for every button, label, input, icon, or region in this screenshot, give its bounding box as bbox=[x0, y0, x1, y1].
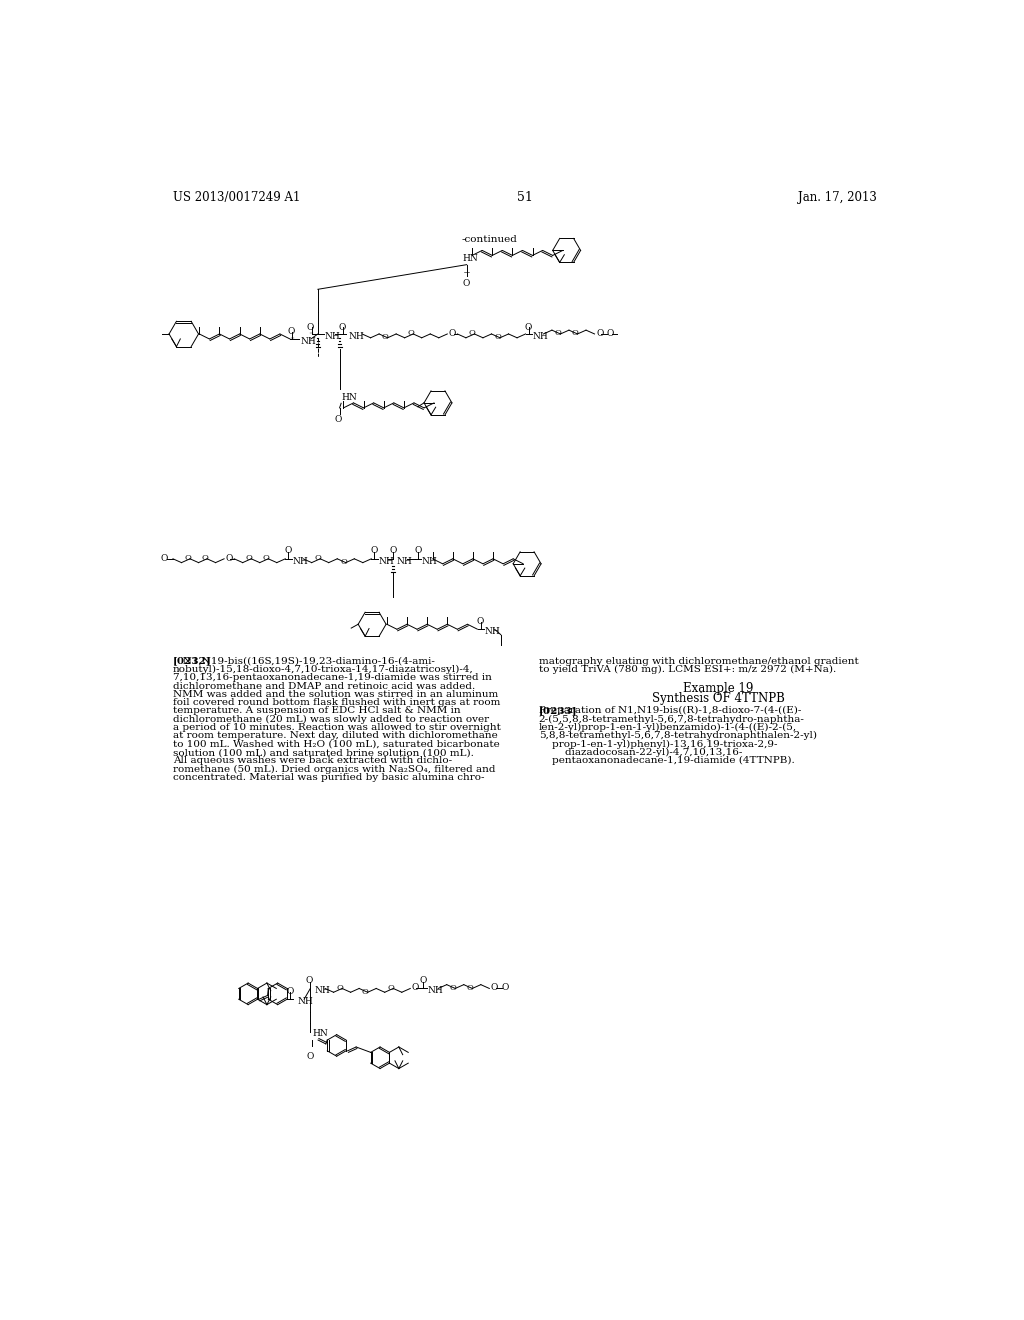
Text: O: O bbox=[246, 554, 252, 562]
Text: solution (100 mL) and saturated brine solution (100 mL).: solution (100 mL) and saturated brine so… bbox=[173, 748, 474, 758]
Text: O: O bbox=[371, 546, 378, 556]
Text: NH: NH bbox=[484, 627, 501, 636]
Text: at room temperature. Next day, diluted with dichloromethane: at room temperature. Next day, diluted w… bbox=[173, 731, 498, 741]
Text: O: O bbox=[339, 323, 346, 333]
Text: O: O bbox=[420, 977, 427, 985]
Text: O: O bbox=[287, 326, 295, 335]
Text: O: O bbox=[412, 983, 419, 993]
Text: O: O bbox=[306, 323, 313, 333]
Text: O: O bbox=[450, 983, 457, 991]
Text: O: O bbox=[449, 329, 457, 338]
Text: O: O bbox=[477, 616, 484, 626]
Text: O: O bbox=[335, 414, 342, 424]
Text: [0232]: [0232] bbox=[173, 656, 212, 665]
Text: len-2-yl)prop-1-en-1-yl)benzamido)-1-(4-((E)-2-(5,: len-2-yl)prop-1-en-1-yl)benzamido)-1-(4-… bbox=[539, 723, 797, 731]
Text: 5,8,8-tetramethyl-5,6,7,8-tetrahydronaphthalen-2-yl): 5,8,8-tetramethyl-5,6,7,8-tetrahydronaph… bbox=[539, 731, 817, 741]
Text: O: O bbox=[607, 329, 614, 338]
Text: NH: NH bbox=[292, 557, 308, 565]
Text: O: O bbox=[336, 983, 343, 991]
Text: NH: NH bbox=[325, 331, 341, 341]
Text: -continued: -continued bbox=[461, 235, 517, 244]
Text: Preparation of N1,N19-bis((R)-1,8-dioxo-7-(4-((E)-: Preparation of N1,N19-bis((R)-1,8-dioxo-… bbox=[539, 706, 801, 715]
Text: HN: HN bbox=[463, 253, 478, 263]
Text: O: O bbox=[469, 329, 475, 337]
Text: Synthesis OF 4TTNPB: Synthesis OF 4TTNPB bbox=[652, 692, 785, 705]
Text: [0233]: [0233] bbox=[539, 706, 578, 715]
Text: prop-1-en-1-yl)phenyl)-13,16,19-trioxa-2,9-: prop-1-en-1-yl)phenyl)-13,16,19-trioxa-2… bbox=[539, 739, 777, 748]
Text: to 100 mL. Washed with H₂O (100 mL), saturated bicarbonate: to 100 mL. Washed with H₂O (100 mL), sat… bbox=[173, 739, 500, 748]
Text: O: O bbox=[495, 333, 501, 341]
Text: diazadocosan-22-yl)-4,7,10,13,16-: diazadocosan-22-yl)-4,7,10,13,16- bbox=[539, 747, 742, 756]
Text: NH: NH bbox=[422, 557, 437, 565]
Text: O: O bbox=[287, 987, 294, 995]
Text: Example 19: Example 19 bbox=[683, 681, 754, 694]
Text: O: O bbox=[467, 983, 473, 991]
Text: 7,10,13,16-pentaoxanonadecane-1,19-diamide was stirred in: 7,10,13,16-pentaoxanonadecane-1,19-diami… bbox=[173, 673, 492, 682]
Text: NH: NH bbox=[349, 331, 365, 341]
Text: O: O bbox=[361, 987, 369, 995]
Text: NH: NH bbox=[427, 986, 443, 995]
Text: dichloromethane (20 mL) was slowly added to reaction over: dichloromethane (20 mL) was slowly added… bbox=[173, 715, 489, 723]
Text: 2-(5,5,8,8-tetramethyl-5,6,7,8-tetrahydro-naphtha-: 2-(5,5,8,8-tetramethyl-5,6,7,8-tetrahydr… bbox=[539, 714, 805, 723]
Text: NH: NH bbox=[532, 331, 548, 341]
Text: HN: HN bbox=[342, 392, 357, 401]
Text: to yield TriVA (780 mg). LCMS ESI+: m/z 2972 (M+Na).: to yield TriVA (780 mg). LCMS ESI+: m/z … bbox=[539, 665, 836, 675]
Text: NMM was added and the solution was stirred in an aluminum: NMM was added and the solution was stirr… bbox=[173, 690, 499, 698]
Text: O: O bbox=[382, 333, 389, 341]
Text: O: O bbox=[463, 279, 470, 288]
Text: O: O bbox=[314, 554, 322, 562]
Text: US 2013/0017249 A1: US 2013/0017249 A1 bbox=[173, 190, 300, 203]
Text: nobutyl)-15,18-dioxo-4,7,10-trioxa-14,17-diazatricosyl)-4,: nobutyl)-15,18-dioxo-4,7,10-trioxa-14,17… bbox=[173, 665, 474, 675]
Text: O: O bbox=[202, 554, 208, 562]
Text: matography eluating with dichloromethane/ethanol gradient: matography eluating with dichloromethane… bbox=[539, 656, 858, 665]
Text: a period of 10 minutes. Reaction was allowed to stir overnight: a period of 10 minutes. Reaction was all… bbox=[173, 723, 501, 733]
Text: NH: NH bbox=[378, 557, 394, 565]
Text: O: O bbox=[596, 329, 603, 338]
Text: HN: HN bbox=[312, 1030, 329, 1039]
Text: O: O bbox=[305, 977, 312, 985]
Text: O: O bbox=[389, 546, 396, 556]
Text: O: O bbox=[502, 983, 509, 993]
Text: O: O bbox=[161, 554, 168, 564]
Text: dichloromethane and DMAP and retinoic acid was added.: dichloromethane and DMAP and retinoic ac… bbox=[173, 681, 475, 690]
Text: O: O bbox=[490, 983, 499, 993]
Text: temperature. A suspension of EDC HCl salt & NMM in: temperature. A suspension of EDC HCl sal… bbox=[173, 706, 461, 715]
Text: O: O bbox=[184, 554, 191, 562]
Text: NH: NH bbox=[397, 557, 413, 565]
Text: NH: NH bbox=[301, 337, 316, 346]
Text: romethane (50 mL). Dried organics with Na₂SO₄, filtered and: romethane (50 mL). Dried organics with N… bbox=[173, 764, 496, 774]
Text: O: O bbox=[571, 329, 579, 337]
Text: O: O bbox=[525, 323, 532, 333]
Text: concentrated. Material was purified by basic alumina chro-: concentrated. Material was purified by b… bbox=[173, 774, 484, 781]
Text: NH: NH bbox=[314, 986, 330, 995]
Text: O: O bbox=[285, 546, 292, 556]
Text: O: O bbox=[340, 558, 347, 566]
Text: O: O bbox=[225, 553, 233, 562]
Text: O: O bbox=[555, 329, 561, 337]
Text: N1,N19-bis((16S,19S)-19,23-diamino-16-(4-ami-: N1,N19-bis((16S,19S)-19,23-diamino-16-(4… bbox=[173, 656, 435, 665]
Text: All aqueous washes were back extracted with dichlo-: All aqueous washes were back extracted w… bbox=[173, 756, 452, 766]
Text: O: O bbox=[262, 554, 269, 562]
Text: O: O bbox=[306, 1052, 314, 1060]
Text: O: O bbox=[408, 329, 415, 337]
Text: foil covered round bottom flask flushed with inert gas at room: foil covered round bottom flask flushed … bbox=[173, 698, 501, 708]
Text: Jan. 17, 2013: Jan. 17, 2013 bbox=[798, 190, 877, 203]
Text: NH: NH bbox=[297, 997, 313, 1006]
Text: pentaoxanonadecane-1,19-diamide (4TTNPB).: pentaoxanonadecane-1,19-diamide (4TTNPB)… bbox=[539, 756, 795, 766]
Text: O: O bbox=[387, 983, 394, 991]
Text: 51: 51 bbox=[517, 190, 532, 203]
Text: O: O bbox=[414, 546, 422, 556]
